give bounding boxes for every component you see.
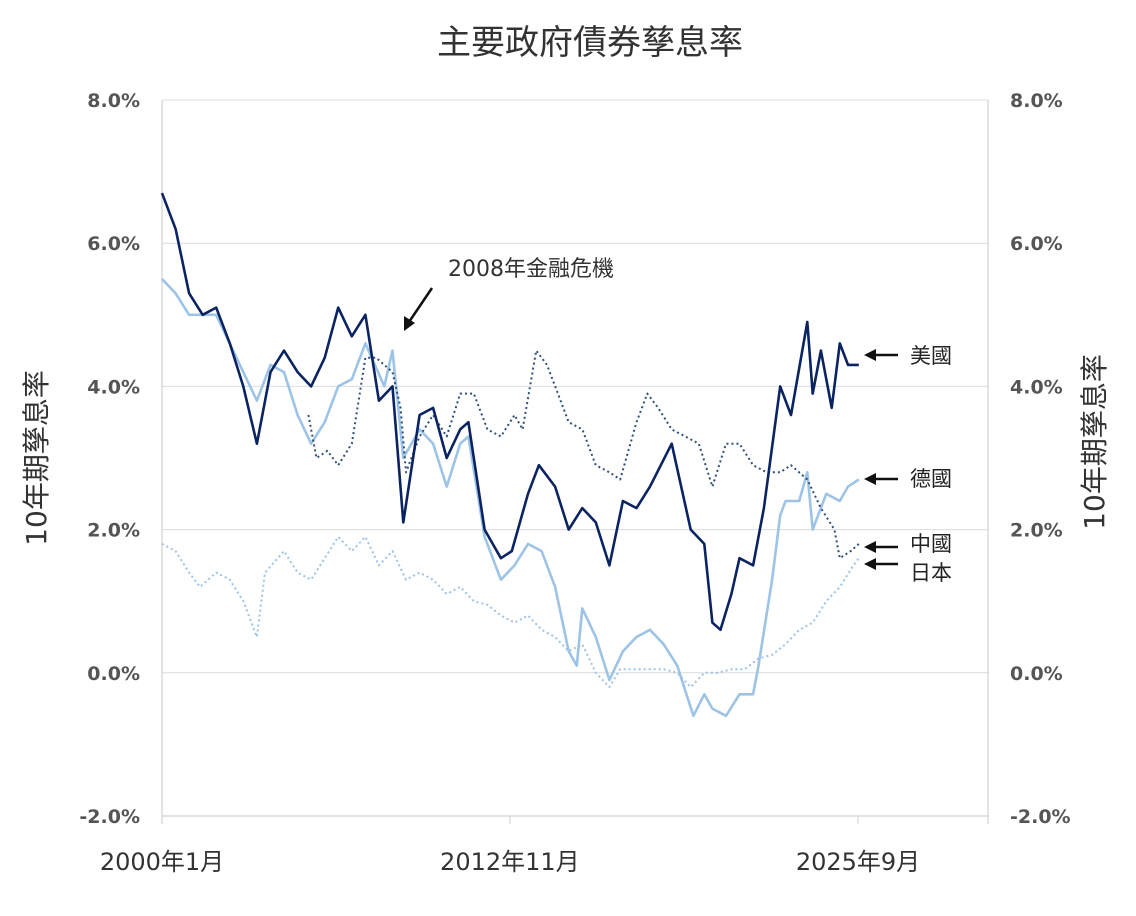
- annotation-text: 2008年金融危機: [448, 257, 614, 282]
- series-label-arrowhead: [864, 349, 876, 361]
- y-tick-label-left: 4.0%: [87, 376, 140, 398]
- y-axis-left: -2.0% 0.0% 2.0% 4.0% 6.0% 8.0%: [79, 90, 140, 828]
- gridlines: [161, 99, 989, 824]
- series-line-2: [307, 349, 860, 560]
- y-tick-label-left: 2.0%: [87, 520, 140, 542]
- x-tick-label: 2025年9月: [796, 848, 920, 876]
- y-tick-label-left: 6.0%: [87, 233, 140, 255]
- y-axis-label-left: 10年期孳息率: [20, 370, 53, 546]
- y-tick-label-left: 0.0%: [87, 663, 140, 685]
- x-axis: 2000年1月 2012年11月 2025年9月: [100, 816, 920, 876]
- x-tick-label: 2000年1月: [100, 848, 224, 876]
- y-tick-label-right: 6.0%: [1010, 233, 1063, 255]
- series-label-arrowhead: [864, 541, 876, 553]
- series-label: 日本: [910, 561, 952, 585]
- series-line-0: [160, 192, 859, 632]
- y-tick-label-right: 4.0%: [1010, 376, 1063, 398]
- y-tick-label-left: 8.0%: [87, 90, 140, 112]
- series-label: 美國: [910, 344, 952, 368]
- series-label-arrowhead: [864, 473, 876, 485]
- chart-title: 主要政府債券孳息率: [437, 23, 743, 63]
- series-line-3: [161, 535, 860, 689]
- y-tick-label-right: 2.0%: [1010, 520, 1063, 542]
- annotation-arrow-head: [404, 316, 415, 331]
- y-tick-label-right: -2.0%: [1010, 806, 1071, 828]
- y-axis-label-right: 10年期孳息率: [1078, 354, 1111, 530]
- series-line-1: [161, 278, 860, 718]
- annotation-arrow-line: [407, 287, 434, 323]
- series-label: 德國: [910, 467, 952, 491]
- x-tick-label: 2012年11月: [440, 848, 580, 876]
- series-label-arrowhead: [864, 558, 876, 570]
- series-lines: [160, 192, 860, 718]
- crisis-annotation: 2008年金融危機: [404, 257, 614, 331]
- series-label: 中國: [910, 532, 952, 556]
- y-axis-right: -2.0% 0.0% 2.0% 4.0% 6.0% 8.0%: [1010, 90, 1071, 828]
- y-tick-label-left: -2.0%: [79, 806, 140, 828]
- y-tick-label-right: 8.0%: [1010, 90, 1063, 112]
- y-tick-label-right: 0.0%: [1010, 663, 1063, 685]
